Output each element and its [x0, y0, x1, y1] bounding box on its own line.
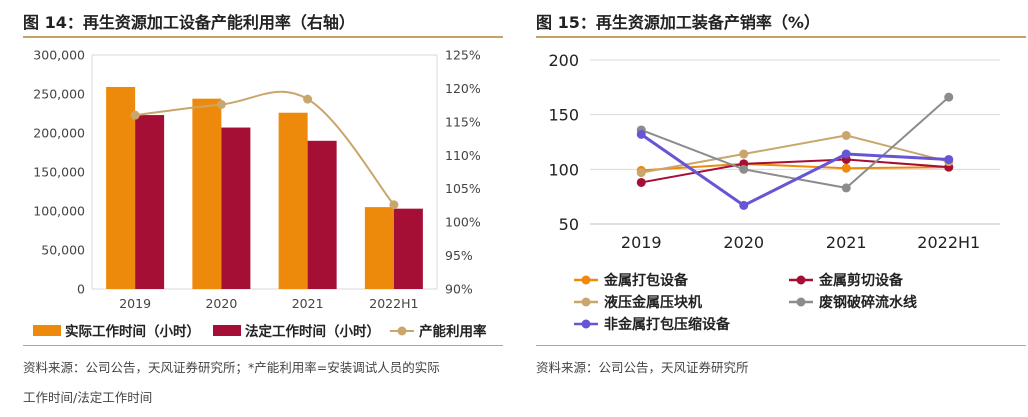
right-bottom-rule [536, 345, 1026, 346]
legend-marker-1 [796, 275, 806, 285]
left-axis-tick-label: 300,000 [33, 48, 85, 63]
series-4-point-2020 [739, 200, 749, 210]
left-panel: 图 14：再生资源加工设备产能利用率（右轴） 0 50,000 100,000 150… [0, 0, 505, 417]
legend-marker-0 [581, 275, 591, 285]
right-title-rule [536, 36, 1026, 38]
right-axis-tick-label: 115% [445, 114, 481, 129]
left-axis-tick-label: 50,000 [41, 243, 85, 258]
left-bottom-rule [23, 345, 503, 346]
left-source-line1: 资料来源：公司公告，天风证券研究所；*产能利用率=安装调试人员的实际 [23, 360, 440, 375]
utilisation-line [135, 90, 395, 206]
right-chart: 50 100 150 200 2019 2020 2021 2022H1 金属打包设备 金属剪切设… [548, 51, 1000, 333]
series-line-0 [641, 162, 949, 172]
legend-swatch-1 [213, 325, 241, 336]
legend-marker-2 [581, 297, 591, 307]
left-axis-tick-label: 150,000 [33, 165, 85, 180]
series-line-4 [640, 133, 949, 208]
series-4-point-2022H1 [944, 154, 954, 164]
x-axis-tick-label: 2020 [723, 233, 764, 252]
utilisation-point-2020 [216, 99, 226, 109]
x-axis-tick-label: 2022H1 [369, 296, 418, 311]
x-axis-tick-label: 2019 [621, 233, 662, 252]
series-1-point-2019 [636, 177, 646, 187]
series-2-point-2021 [841, 130, 851, 140]
legend-label-0: 金属打包设备 [603, 272, 689, 289]
left-axis-tick-label: 250,000 [33, 87, 85, 102]
x-axis-tick-label: 2019 [119, 296, 151, 311]
x-axis-tick-label: 2020 [205, 296, 237, 311]
x-axis-tick-label: 2022H1 [917, 233, 980, 252]
left-title-rule [23, 36, 503, 38]
series-3-point-2020 [739, 164, 749, 174]
legend-marker-3 [796, 297, 806, 307]
legend-marker-4 [581, 319, 591, 329]
y-axis-tick-label: 150 [548, 106, 579, 125]
utilisation-point-2019 [130, 110, 140, 120]
legend-label-4: 非金属打包压缩设备 [604, 316, 731, 333]
right-source: 资料来源：公司公告，天风证券研究所 [536, 360, 749, 375]
series-2-point-2020 [739, 149, 749, 159]
utilisation-point-2021 [303, 94, 313, 104]
series-2-point-2019 [636, 168, 646, 178]
left-chart: 0 50,000 100,000 150,000 200,000 250,000 300,0… [33, 48, 487, 340]
bar-actual-hours-2021 [278, 112, 308, 289]
bar-actual-hours-2020 [192, 98, 222, 290]
legend-label-3: 废钢破碎流水线 [819, 294, 917, 311]
bar-statutory-hours-2020 [221, 127, 251, 289]
right-axis-tick-label: 125% [445, 48, 481, 63]
left-chart-title: 图 14：再生资源加工设备产能利用率（右轴） [23, 13, 355, 32]
x-axis-tick-label: 2021 [292, 296, 324, 311]
bar-statutory-hours-2019 [135, 115, 165, 289]
right-axis-tick-label: 90% [445, 282, 473, 297]
left-axis-tick-label: 100,000 [33, 204, 85, 219]
x-axis-tick-label: 2021 [826, 233, 867, 252]
right-axis-tick-label: 120% [445, 81, 481, 96]
right-axis-tick-label: 105% [445, 181, 481, 196]
y-axis-tick-label: 100 [548, 160, 579, 179]
right-axis-tick-label: 110% [445, 148, 481, 163]
y-axis-tick-label: 50 [559, 215, 579, 234]
legend-label-0: 实际工作时间（小时） [65, 323, 200, 340]
series-line-2 [641, 134, 949, 174]
right-axis-tick-label: 100% [445, 215, 481, 230]
series-4-point-2019 [636, 129, 646, 139]
left-axis-tick-label: 0 [77, 282, 85, 297]
legend-swatch-0 [33, 325, 61, 336]
series-line-1 [641, 158, 949, 184]
right-panel: 图 15：再生资源加工装备产销率（%） 50 100 150 200 2019 2020 2… [522, 0, 1028, 417]
bar-actual-hours-2022H1 [364, 207, 394, 289]
legend-marker-2 [397, 326, 407, 336]
right-chart-title: 图 15：再生资源加工装备产销率（%） [536, 13, 820, 32]
series-3-point-2022H1 [944, 92, 954, 102]
left-source-line2: 工作时间/法定工作时间 [23, 390, 153, 405]
right-axis-tick-label: 95% [445, 248, 473, 263]
y-axis-tick-label: 200 [548, 51, 579, 70]
series-0-point-2021 [841, 163, 851, 173]
legend-label-1: 金属剪切设备 [818, 272, 904, 289]
utilisation-point-2022H1 [389, 200, 399, 210]
bar-statutory-hours-2021 [307, 140, 337, 289]
left-plot-frame [91, 54, 438, 290]
legend-label-1: 法定工作时间（小时） [245, 323, 380, 340]
bar-statutory-hours-2022H1 [393, 208, 423, 289]
legend-label-2: 产能利用率 [419, 323, 487, 340]
bar-actual-hours-2019 [106, 86, 136, 289]
series-4-point-2021 [841, 149, 851, 159]
legend-label-2: 液压金属压块机 [604, 294, 702, 311]
left-axis-tick-label: 200,000 [33, 126, 85, 141]
series-3-point-2021 [841, 183, 851, 193]
